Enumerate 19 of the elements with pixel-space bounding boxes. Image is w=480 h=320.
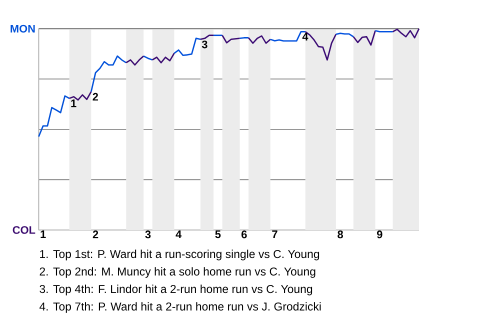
x-tick-label: 3 <box>145 230 151 238</box>
text: COL <box>12 226 36 234</box>
text: 2. Top 2nd: M. Muncy hit a solo home run vs C. Young <box>40 267 316 278</box>
x-tick-label: 4 <box>176 230 182 238</box>
text: MON <box>10 24 35 33</box>
annotation: 2 <box>92 92 98 101</box>
text: 3. Top 4th: F. Lindor hit a 2-run home run vs C. Young <box>40 284 312 296</box>
x-tick-label: 6 <box>242 230 247 238</box>
annotation: 1 <box>71 100 76 108</box>
text: 1. Top 1st: P. Ward hit a run-scoring single vs C. Young <box>40 250 320 260</box>
text: 4. Top 7th: P. Ward hit a 2-run home run vs J. Grodzicki <box>39 302 321 313</box>
x-tick-label: 7 <box>272 230 278 238</box>
x-tick-label: 5 <box>215 230 221 238</box>
x-tick-label: 8 <box>338 230 344 238</box>
x-tick-label: 9 <box>376 230 382 238</box>
x-tick-label: 2 <box>92 230 98 238</box>
annotation: 4 <box>302 32 308 40</box>
x-tick-label: 1 <box>40 230 46 238</box>
annotation: 3 <box>202 40 208 48</box>
